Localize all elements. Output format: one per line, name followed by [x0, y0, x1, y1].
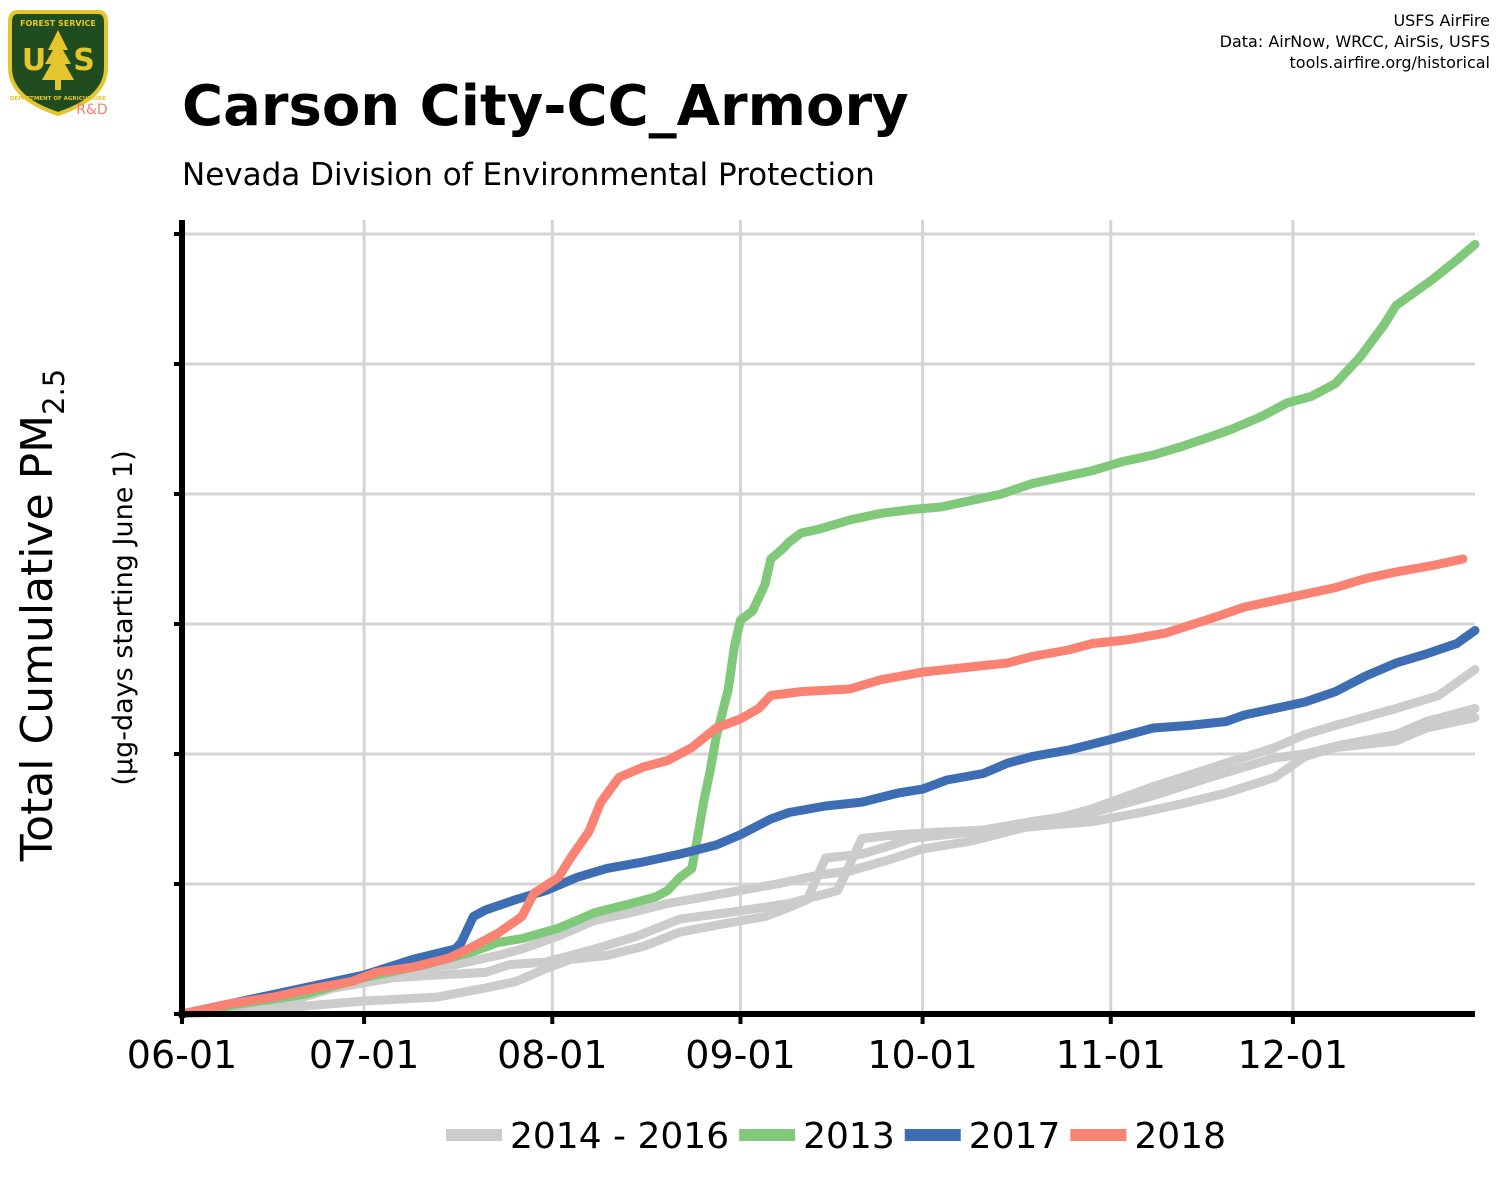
y-axis-label-main: Total Cumulative PM — [12, 415, 63, 862]
legend-label: 2018 — [1134, 1116, 1226, 1157]
logo-text-bottom: DEPARTMENT OF AGRICULTURE — [10, 96, 106, 102]
chart-title: Carson City-CC_Armory — [182, 74, 909, 139]
series-line-2018 — [177, 554, 1468, 1019]
x-tick-label: 07-01 — [309, 1033, 419, 1077]
logo-tag: R&D — [76, 102, 107, 118]
credit-line-3: tools.airfire.org/historical — [1289, 53, 1490, 72]
x-tick-label: 11-01 — [1056, 1033, 1166, 1077]
usfs-logo: FOREST SERVICE U S DEPARTMENT OF AGRICUL… — [8, 10, 108, 118]
x-tick-label: 06-01 — [127, 1033, 237, 1077]
series-line-2014-2016 — [177, 713, 1480, 1019]
y-axis-title: Total Cumulative PM2.5 (µg-days starting… — [12, 369, 139, 862]
credit-line-1: USFS AirFire — [1393, 11, 1490, 30]
x-tick-label: 12-01 — [1238, 1033, 1348, 1077]
series-line-2017 — [177, 626, 1480, 1019]
series-line-2014-2016 — [177, 665, 1480, 1019]
y-axis-label-subscript: 2.5 — [37, 369, 71, 415]
x-tick-label: 10-01 — [867, 1033, 977, 1077]
series-lines — [177, 239, 1480, 1019]
chart-subtitle: Nevada Division of Environmental Protect… — [182, 157, 875, 193]
axes — [174, 220, 1475, 1018]
y-axis-label: Total Cumulative PM2.5 — [12, 369, 71, 862]
y-axis-sublabel: (µg-days starting June 1) — [108, 450, 139, 785]
series-line-2014-2016 — [177, 704, 1480, 1019]
logo-text-top: FOREST SERVICE — [20, 19, 96, 28]
data-credits: USFS AirFire Data: AirNow, WRCC, AirSis,… — [1220, 10, 1490, 73]
legend-label: 2013 — [803, 1116, 895, 1157]
x-tick-label: 09-01 — [685, 1033, 795, 1077]
legend: 2014 - 2016 2013 2017 2018 — [446, 1116, 1226, 1157]
logo-initial-left: U — [22, 43, 46, 78]
x-tick-label: 08-01 — [497, 1033, 607, 1077]
legend-label: 2014 - 2016 — [510, 1116, 729, 1157]
series-line-2013 — [177, 239, 1480, 1019]
tree-icon — [42, 30, 74, 90]
x-tick-labels: 06-01 07-01 08-01 09-01 10-01 11-01 12-01 — [127, 1014, 1348, 1077]
credit-line-2: Data: AirNow, WRCC, AirSis, USFS — [1219, 32, 1490, 51]
logo-initial-right: S — [73, 43, 95, 78]
legend-label: 2017 — [969, 1116, 1061, 1157]
